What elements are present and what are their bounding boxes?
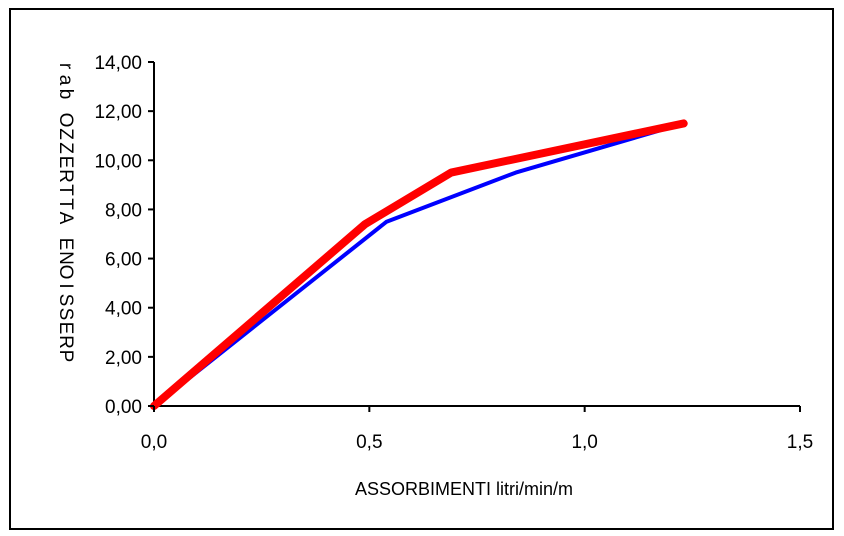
y-axis-title-char: a bbox=[55, 75, 76, 86]
y-axis-ticks: 0,00 2,00 4,00 6,00 8,00 10,00 12,00 14,00 bbox=[94, 53, 154, 418]
y-axis-title-char: b bbox=[55, 89, 76, 100]
x-tick-label: 1,5 bbox=[787, 432, 813, 453]
y-axis-title-char: R bbox=[55, 335, 76, 349]
x-tick-label: 0,0 bbox=[141, 432, 167, 453]
y-axis-title-char: E bbox=[55, 156, 76, 169]
series-line-2 bbox=[150, 119, 688, 410]
y-tick-label: 2,00 bbox=[105, 348, 142, 369]
y-tick-label: 6,00 bbox=[105, 250, 142, 271]
y-axis-title-char: N bbox=[55, 251, 76, 265]
y-axis-title-char: T bbox=[55, 198, 76, 210]
y-axis-title-char: Z bbox=[55, 128, 76, 140]
y-tick-label: 14,00 bbox=[94, 53, 142, 74]
y-tick-label: 0,00 bbox=[105, 397, 142, 418]
y-axis-title-char: E bbox=[55, 322, 76, 335]
chart-frame bbox=[9, 8, 834, 530]
y-tick-label: 8,00 bbox=[105, 200, 142, 221]
y-tick-label: 10,00 bbox=[94, 151, 142, 172]
x-axis-title: ASSORBIMENTI litri/min/m bbox=[355, 479, 573, 499]
y-tick-label: 12,00 bbox=[94, 102, 142, 123]
y-axis-title-char: O bbox=[55, 265, 76, 280]
x-axis-ticks: 0,0 0,5 1,0 1,5 bbox=[141, 406, 813, 453]
x-tick-label: 0,5 bbox=[356, 432, 382, 453]
plot-area bbox=[150, 62, 800, 410]
y-axis-title-char: Z bbox=[55, 142, 76, 154]
series-line-1 bbox=[152, 121, 686, 408]
y-axis-title-char: P bbox=[55, 350, 76, 363]
y-tick-label: 4,00 bbox=[105, 299, 142, 320]
x-tick-label: 1,0 bbox=[571, 432, 597, 453]
y-axis-title-char: O bbox=[55, 113, 76, 128]
y-axis-title-char: E bbox=[55, 238, 76, 251]
y-axis-title-char: S bbox=[55, 294, 76, 307]
y-axis-title-char: R bbox=[55, 169, 76, 183]
y-axis-title-char: A bbox=[55, 212, 76, 225]
y-axis-title-char: S bbox=[55, 308, 76, 321]
y-axis-title-char: r bbox=[55, 63, 76, 70]
y-axis-title-char: I bbox=[55, 283, 76, 288]
y-axis-title-char: T bbox=[55, 184, 76, 196]
